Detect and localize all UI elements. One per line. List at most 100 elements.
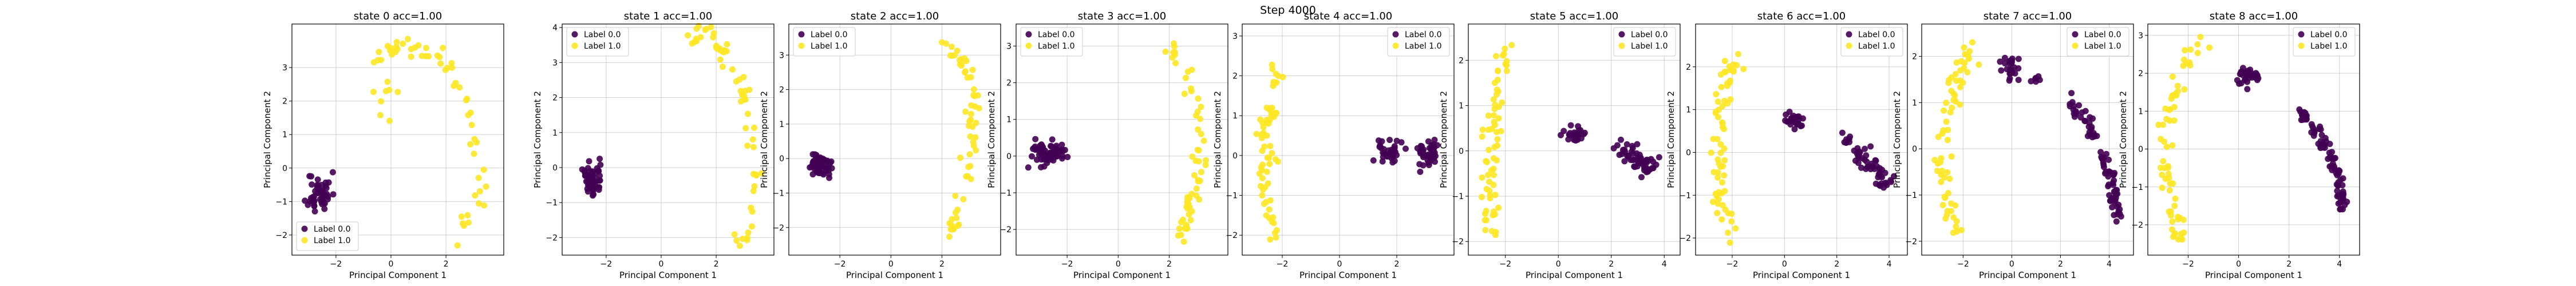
y-tick-label: 3 xyxy=(779,51,784,60)
scatter-panel-3: state 3 acc=1.00 −2 0 2 −2 −1 0 1 2 3 Principal Co… xyxy=(986,10,1228,280)
point-label-1 xyxy=(1481,210,1488,217)
point-label-1 xyxy=(1487,192,1494,198)
grid xyxy=(1696,24,1907,255)
point-label-1 xyxy=(1724,80,1730,87)
x-tick-label: 0 xyxy=(1337,260,1342,269)
point-label-0 xyxy=(2249,74,2255,81)
point-label-1 xyxy=(2158,136,2164,142)
point-label-1 xyxy=(1184,198,1191,205)
point-label-0 xyxy=(1792,119,1799,126)
y-axis-label: Principal Component 2 xyxy=(1439,91,1449,188)
x-tick-label: 4 xyxy=(1887,260,1892,269)
point-label-1 xyxy=(1187,85,1194,92)
point-label-0 xyxy=(2001,54,2008,61)
point-label-0 xyxy=(1571,129,1578,136)
point-label-1 xyxy=(1725,229,1731,236)
point-label-1 xyxy=(1263,212,1270,219)
scatter-panel-0: state 0 acc=1.00 −2 0 2 −2 −1 0 1 2 3 Principal Co… xyxy=(262,10,504,280)
legend: Label 0.0 Label 1.0 xyxy=(566,27,629,57)
legend-marker xyxy=(798,42,805,49)
point-label-0 xyxy=(1417,168,1424,175)
point-label-1 xyxy=(476,188,483,194)
point-label-1 xyxy=(1491,208,1497,215)
point-label-0 xyxy=(319,193,326,199)
point-label-1 xyxy=(1257,182,1264,189)
point-label-1 xyxy=(456,84,463,91)
y-tick-label: −1 xyxy=(1226,192,1238,201)
point-label-0 xyxy=(311,208,318,214)
x-tick-label: 2 xyxy=(1834,260,1839,269)
point-label-1 xyxy=(2159,184,2166,191)
x-tick-label: 4 xyxy=(2107,260,2112,269)
point-label-0 xyxy=(1862,157,1868,163)
point-label-1 xyxy=(370,89,377,96)
point-label-0 xyxy=(2340,206,2346,213)
legend-label: Label 0.0 xyxy=(1405,30,1441,39)
point-label-1 xyxy=(1188,208,1195,214)
y-tick-label: 4 xyxy=(552,23,558,33)
legend-marker xyxy=(1618,31,1625,38)
point-label-1 xyxy=(1270,220,1277,227)
x-tick-label: 0 xyxy=(888,260,894,269)
point-label-1 xyxy=(1196,196,1203,203)
point-label-1 xyxy=(404,35,411,42)
point-label-0 xyxy=(2334,193,2341,200)
point-label-0 xyxy=(2238,69,2245,76)
point-label-1 xyxy=(736,243,743,249)
point-label-1 xyxy=(1260,124,1267,130)
point-label-1 xyxy=(1724,100,1731,107)
legend-label: Label 1.0 xyxy=(584,42,621,51)
point-label-0 xyxy=(2303,115,2310,122)
point-label-1 xyxy=(954,223,961,229)
figure-suptitle: Step 4000 xyxy=(1260,4,1316,17)
point-label-1 xyxy=(967,133,974,140)
point-label-1 xyxy=(744,142,751,149)
point-label-1 xyxy=(739,236,746,243)
point-label-0 xyxy=(1025,164,1032,171)
legend-marker xyxy=(2072,42,2079,49)
point-label-1 xyxy=(1714,200,1721,207)
point-label-1 xyxy=(1270,82,1277,89)
point-label-1 xyxy=(750,144,757,150)
point-label-0 xyxy=(1869,163,1876,170)
point-label-1 xyxy=(1180,239,1187,245)
point-label-0 xyxy=(2253,71,2260,78)
x-tick-label: 2 xyxy=(2286,260,2291,269)
point-label-1 xyxy=(2166,174,2172,181)
point-label-1 xyxy=(1490,112,1497,119)
point-label-1 xyxy=(1171,40,1178,47)
point-label-1 xyxy=(1267,236,1274,243)
point-label-0 xyxy=(2298,117,2305,124)
y-tick-label: 2 xyxy=(779,86,784,95)
y-tick-label: 2 xyxy=(1459,56,1464,65)
point-label-1 xyxy=(467,109,474,116)
y-tick-label: −1 xyxy=(1905,191,1917,200)
plot-frame xyxy=(2147,23,2360,256)
point-label-0 xyxy=(1846,138,1853,145)
x-axis-label: Principal Component 1 xyxy=(349,270,447,280)
point-label-1 xyxy=(400,41,406,47)
point-label-0 xyxy=(1040,148,1047,154)
point-label-1 xyxy=(1708,149,1714,156)
point-label-1 xyxy=(1498,128,1504,134)
point-label-1 xyxy=(2171,202,2178,209)
legend-box xyxy=(1020,27,1083,57)
x-tick-label: 0 xyxy=(659,260,664,269)
point-label-0 xyxy=(597,161,604,168)
point-label-0 xyxy=(2244,86,2251,93)
point-label-0 xyxy=(1629,142,1635,149)
legend: Label 0.0 Label 1.0 xyxy=(2067,27,2129,57)
x-axis-label: Principal Component 1 xyxy=(1979,270,2076,280)
point-label-1 xyxy=(1269,66,1276,73)
point-label-1 xyxy=(1193,185,1200,192)
point-label-1 xyxy=(465,219,472,226)
point-label-0 xyxy=(596,156,603,162)
point-label-0 xyxy=(2035,73,2042,80)
point-label-0 xyxy=(1783,111,1789,118)
point-label-1 xyxy=(1945,77,1952,84)
scatter-panel-2: state 2 acc=1.00 −2 0 2 −2 −1 0 1 2 3 Principal Co… xyxy=(759,10,1001,280)
x-tick-label: −2 xyxy=(1957,260,1969,269)
points xyxy=(1025,40,1210,245)
x-tick-label: −2 xyxy=(330,260,342,269)
point-label-1 xyxy=(1717,149,1724,156)
